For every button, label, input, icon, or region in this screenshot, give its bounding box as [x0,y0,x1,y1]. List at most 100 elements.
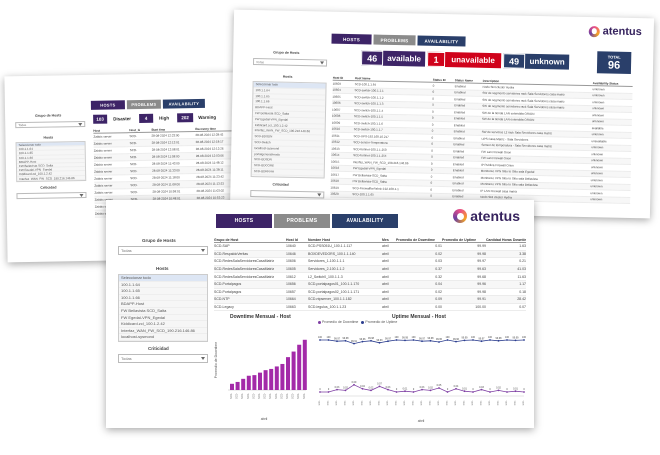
uptime-point[interactable] [497,339,500,342]
uptime-point[interactable] [353,342,355,345]
tab-problems[interactable]: PROBLEMS [373,34,416,46]
host-list-item[interactable]: Interfaz_WAN_FW_SCD_190.216.146.86 [119,328,207,335]
column-header[interactable]: Host Id [286,238,308,243]
bar[interactable] [252,375,257,390]
downtime-point[interactable] [472,391,474,393]
column-header[interactable]: Cantidad Horas Downtime [486,238,526,243]
downtime-point[interactable] [438,387,440,389]
host-list-item[interactable]: 100.1.1.64 [119,282,207,289]
bar[interactable] [297,344,302,390]
host-group-select[interactable]: Todas [252,58,328,67]
bar[interactable] [291,351,296,390]
downtime-point[interactable] [506,391,508,393]
bar[interactable] [263,370,268,390]
downtime-point[interactable] [387,388,389,391]
table-row[interactable]: SCD-NTP 10664 SCD-ntpserver_100.1.1.182 abr… [214,295,526,304]
host-list-item[interactable]: FW Egedal-VPN_Egedal [119,315,207,322]
uptime-point[interactable] [370,339,372,342]
downtime-point[interactable] [523,391,525,393]
downtime-point[interactable] [455,387,457,390]
uptime-point[interactable] [489,339,491,341]
uptime-point[interactable] [429,339,432,342]
uptime-point[interactable] [506,339,508,341]
tab-availability[interactable]: AVAILABILITY [162,98,205,109]
bar[interactable] [235,381,240,390]
uptime-point[interactable] [421,340,423,343]
bar[interactable] [246,375,251,390]
downtime-point[interactable] [319,391,321,393]
uptime-point[interactable] [480,340,483,343]
downtime-point[interactable] [497,389,500,392]
downtime-point[interactable] [327,391,330,393]
tab-problems[interactable]: PROBLEMS [274,214,330,228]
downtime-point[interactable] [395,391,398,393]
host-list-item[interactable]: localhost-sysmond [119,334,207,341]
downtime-point[interactable] [361,387,364,390]
column-header[interactable]: Mes [382,238,396,243]
column-header[interactable]: Promedio de Uptime [442,238,486,243]
uptime-point[interactable] [446,339,449,341]
table-row[interactable]: SCD-RedesSalaServidoresCasaMatriz 10612 L2… [214,272,526,281]
uptime-point[interactable] [472,339,474,341]
uptime-point[interactable] [404,339,406,342]
table-row[interactable]: SCD-Portalpagos 10657 SCD-portalpagos02_10… [214,288,526,297]
downtime-point[interactable] [480,388,483,391]
tab-hosts[interactable]: HOSTS [331,33,372,45]
bar[interactable] [230,383,234,390]
host-list-item[interactable]: SCD-BDRRHH [251,168,324,177]
tab-hosts[interactable]: HOSTS [216,214,272,228]
downtime-point[interactable] [514,390,517,393]
host-list-item[interactable]: Interfaz_WAN_FW_SCD_190.216.146.86 [17,175,86,181]
uptime-point[interactable] [412,339,415,341]
table-row[interactable]: SCD-Portalpagos 10656 SCD-portalpagos01_10… [214,280,526,289]
downtime-point[interactable] [404,390,406,393]
criticidad-select[interactable] [250,190,325,199]
downtime-point[interactable] [378,385,381,388]
uptime-point[interactable] [336,340,338,343]
downtime-point[interactable] [336,388,338,391]
column-header[interactable]: Promedio de Downtime [396,238,442,243]
downtime-point[interactable] [370,389,372,392]
table-row[interactable]: SCD-RespaldoVeritas 10646 BOXDEVEDORS_100.… [214,250,526,259]
table-row[interactable]: SCD-SAP 10640 SCD-PSS051U_100.1.1.117 abril… [214,242,526,251]
bar[interactable] [286,357,290,390]
tab-availability[interactable]: AVAILABILITY [417,35,466,47]
downtime-point[interactable] [421,388,423,391]
uptime-point[interactable] [319,339,321,341]
tab-hosts[interactable]: HOSTS [90,100,125,110]
host-list-item[interactable]: Seleccionar todo [119,275,207,282]
downtime-point[interactable] [429,389,432,392]
host-list-item[interactable]: FW Bellavista SCD_Salta [119,308,207,315]
uptime-point[interactable] [438,341,440,343]
criticidad-select[interactable]: Todas [118,354,208,363]
downtime-point[interactable] [412,391,415,393]
bar[interactable] [280,363,285,390]
table-row[interactable]: SCD-RedesSalaServidoresCasaMatriz 10605 Se… [214,265,526,274]
uptime-point[interactable] [327,339,330,341]
downtime-point[interactable] [489,391,491,393]
tab-problems[interactable]: PROBLEMS [126,99,161,110]
downtime-point[interactable] [463,390,466,393]
table-row[interactable]: SCD-Legacy 10663 SCD-legulus_100.1.1.23 abr… [214,303,526,312]
bar[interactable] [269,368,274,390]
downtime-point[interactable] [344,389,347,392]
uptime-point[interactable] [378,341,381,344]
host-list-item[interactable]: Kiddicard.zcl_100.1.2.42 [119,321,207,328]
column-header[interactable]: Grupo de Host [214,238,286,243]
bar[interactable] [274,366,279,390]
downtime-point[interactable] [353,383,355,386]
uptime-point[interactable] [523,339,525,341]
bar[interactable] [258,372,262,390]
uptime-point[interactable] [344,339,347,342]
uptime-point[interactable] [463,339,466,342]
bar[interactable] [241,378,246,390]
bar[interactable] [302,339,307,390]
host-list-item[interactable]: 100.1.1.66 [119,295,207,302]
uptime-point[interactable] [455,340,457,343]
criticidad-select[interactable] [16,191,87,200]
uptime-point[interactable] [361,340,364,343]
host-group-select[interactable]: Todas [118,246,208,255]
uptime-point[interactable] [387,340,389,343]
downtime-point[interactable] [446,391,449,393]
table-row[interactable]: SCD-RedesSalaServidoresCasaMatriz 10606 Se… [214,257,526,266]
